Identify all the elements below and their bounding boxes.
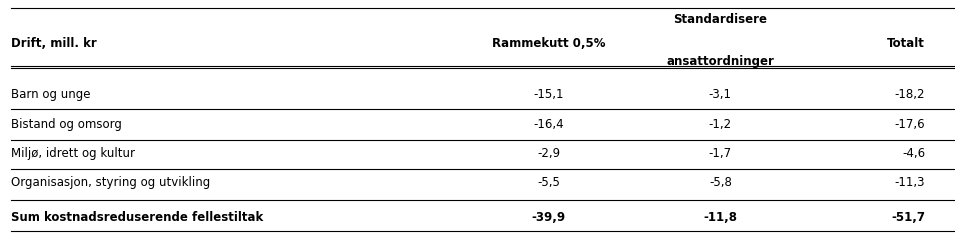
Text: -16,4: -16,4 bbox=[534, 118, 564, 131]
Text: Rammekutt 0,5%: Rammekutt 0,5% bbox=[492, 37, 605, 50]
Text: -4,6: -4,6 bbox=[902, 147, 925, 160]
Text: Standardisere: Standardisere bbox=[673, 13, 767, 27]
Text: Sum kostnadsreduserende fellestiltak: Sum kostnadsreduserende fellestiltak bbox=[11, 211, 264, 224]
Text: -17,6: -17,6 bbox=[895, 118, 925, 131]
Text: -18,2: -18,2 bbox=[895, 88, 925, 101]
Text: -1,7: -1,7 bbox=[709, 147, 732, 160]
Text: Miljø, idrett og kultur: Miljø, idrett og kultur bbox=[11, 147, 135, 160]
Text: -3,1: -3,1 bbox=[709, 88, 732, 101]
Text: Bistand og omsorg: Bistand og omsorg bbox=[11, 118, 122, 131]
Text: -5,5: -5,5 bbox=[538, 176, 561, 189]
Text: -15,1: -15,1 bbox=[534, 88, 564, 101]
Text: Organisasjon, styring og utvikling: Organisasjon, styring og utvikling bbox=[11, 176, 210, 189]
Text: Totalt: Totalt bbox=[887, 37, 925, 50]
Text: -1,2: -1,2 bbox=[709, 118, 732, 131]
Text: Drift, mill. kr: Drift, mill. kr bbox=[11, 37, 96, 50]
Text: -11,3: -11,3 bbox=[895, 176, 925, 189]
Text: -11,8: -11,8 bbox=[703, 211, 737, 224]
Text: -51,7: -51,7 bbox=[891, 211, 925, 224]
Text: -39,9: -39,9 bbox=[532, 211, 566, 224]
Text: -2,9: -2,9 bbox=[538, 147, 561, 160]
Text: Barn og unge: Barn og unge bbox=[11, 88, 91, 101]
Text: -5,8: -5,8 bbox=[709, 176, 732, 189]
Text: ansattordninger: ansattordninger bbox=[667, 55, 775, 68]
